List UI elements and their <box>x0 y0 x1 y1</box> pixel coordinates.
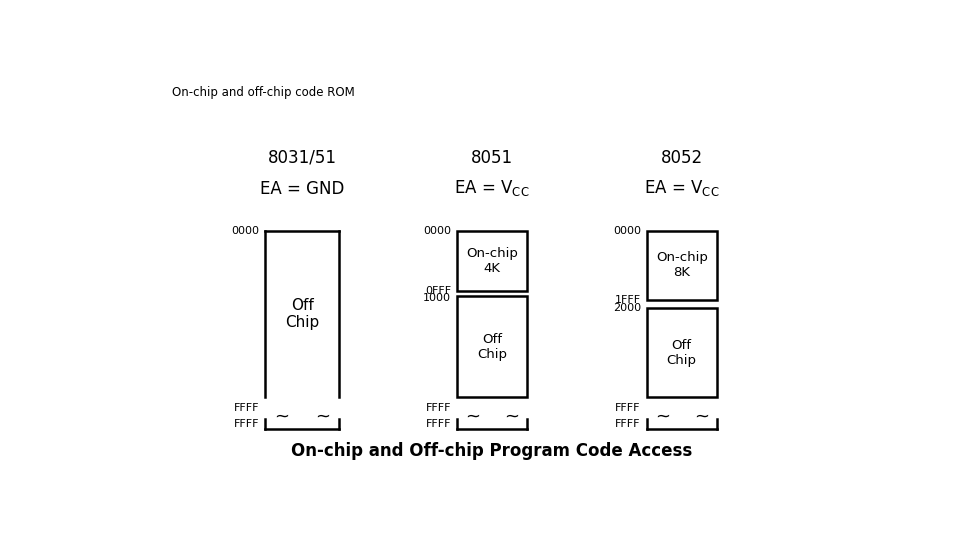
Text: EA = GND: EA = GND <box>260 180 345 198</box>
Text: On-chip
8K: On-chip 8K <box>656 252 708 279</box>
Text: EA = V$_{\rm CC}$: EA = V$_{\rm CC}$ <box>454 178 530 198</box>
Text: FFFF: FFFF <box>233 403 259 413</box>
Text: ~: ~ <box>655 407 670 425</box>
Text: FFFF: FFFF <box>425 403 451 413</box>
Text: ~: ~ <box>274 407 289 425</box>
Text: Off
Chip: Off Chip <box>477 333 507 361</box>
Text: Off
Chip: Off Chip <box>666 339 697 367</box>
Text: ~: ~ <box>316 407 330 425</box>
Text: FFFF: FFFF <box>233 419 259 429</box>
Text: ~: ~ <box>465 407 480 425</box>
Bar <box>457 231 527 292</box>
Text: 0FFF: 0FFF <box>425 286 451 296</box>
Text: Off
Chip: Off Chip <box>285 298 320 330</box>
Text: 0000: 0000 <box>231 226 259 236</box>
Text: 1FFF: 1FFF <box>614 295 641 305</box>
Bar <box>647 308 717 397</box>
Text: On-chip and off-chip code ROM: On-chip and off-chip code ROM <box>172 85 355 99</box>
Text: On-chip and Off-chip Program Code Access: On-chip and Off-chip Program Code Access <box>292 442 692 460</box>
Text: 8051: 8051 <box>471 148 513 167</box>
Text: ~: ~ <box>504 407 519 425</box>
Text: FFFF: FFFF <box>615 419 641 429</box>
Text: FFFF: FFFF <box>425 419 451 429</box>
Bar <box>457 295 527 397</box>
Text: EA = V$_{\rm CC}$: EA = V$_{\rm CC}$ <box>644 178 719 198</box>
Text: 8031/51: 8031/51 <box>268 148 337 167</box>
Text: 8052: 8052 <box>660 148 703 167</box>
Text: FFFF: FFFF <box>615 403 641 413</box>
Text: ~: ~ <box>694 407 708 425</box>
Text: 2000: 2000 <box>612 303 641 313</box>
Bar <box>647 231 717 300</box>
Text: On-chip
4K: On-chip 4K <box>466 247 518 275</box>
Text: 0000: 0000 <box>612 226 641 236</box>
Text: 1000: 1000 <box>423 293 451 302</box>
Text: 0000: 0000 <box>423 226 451 236</box>
